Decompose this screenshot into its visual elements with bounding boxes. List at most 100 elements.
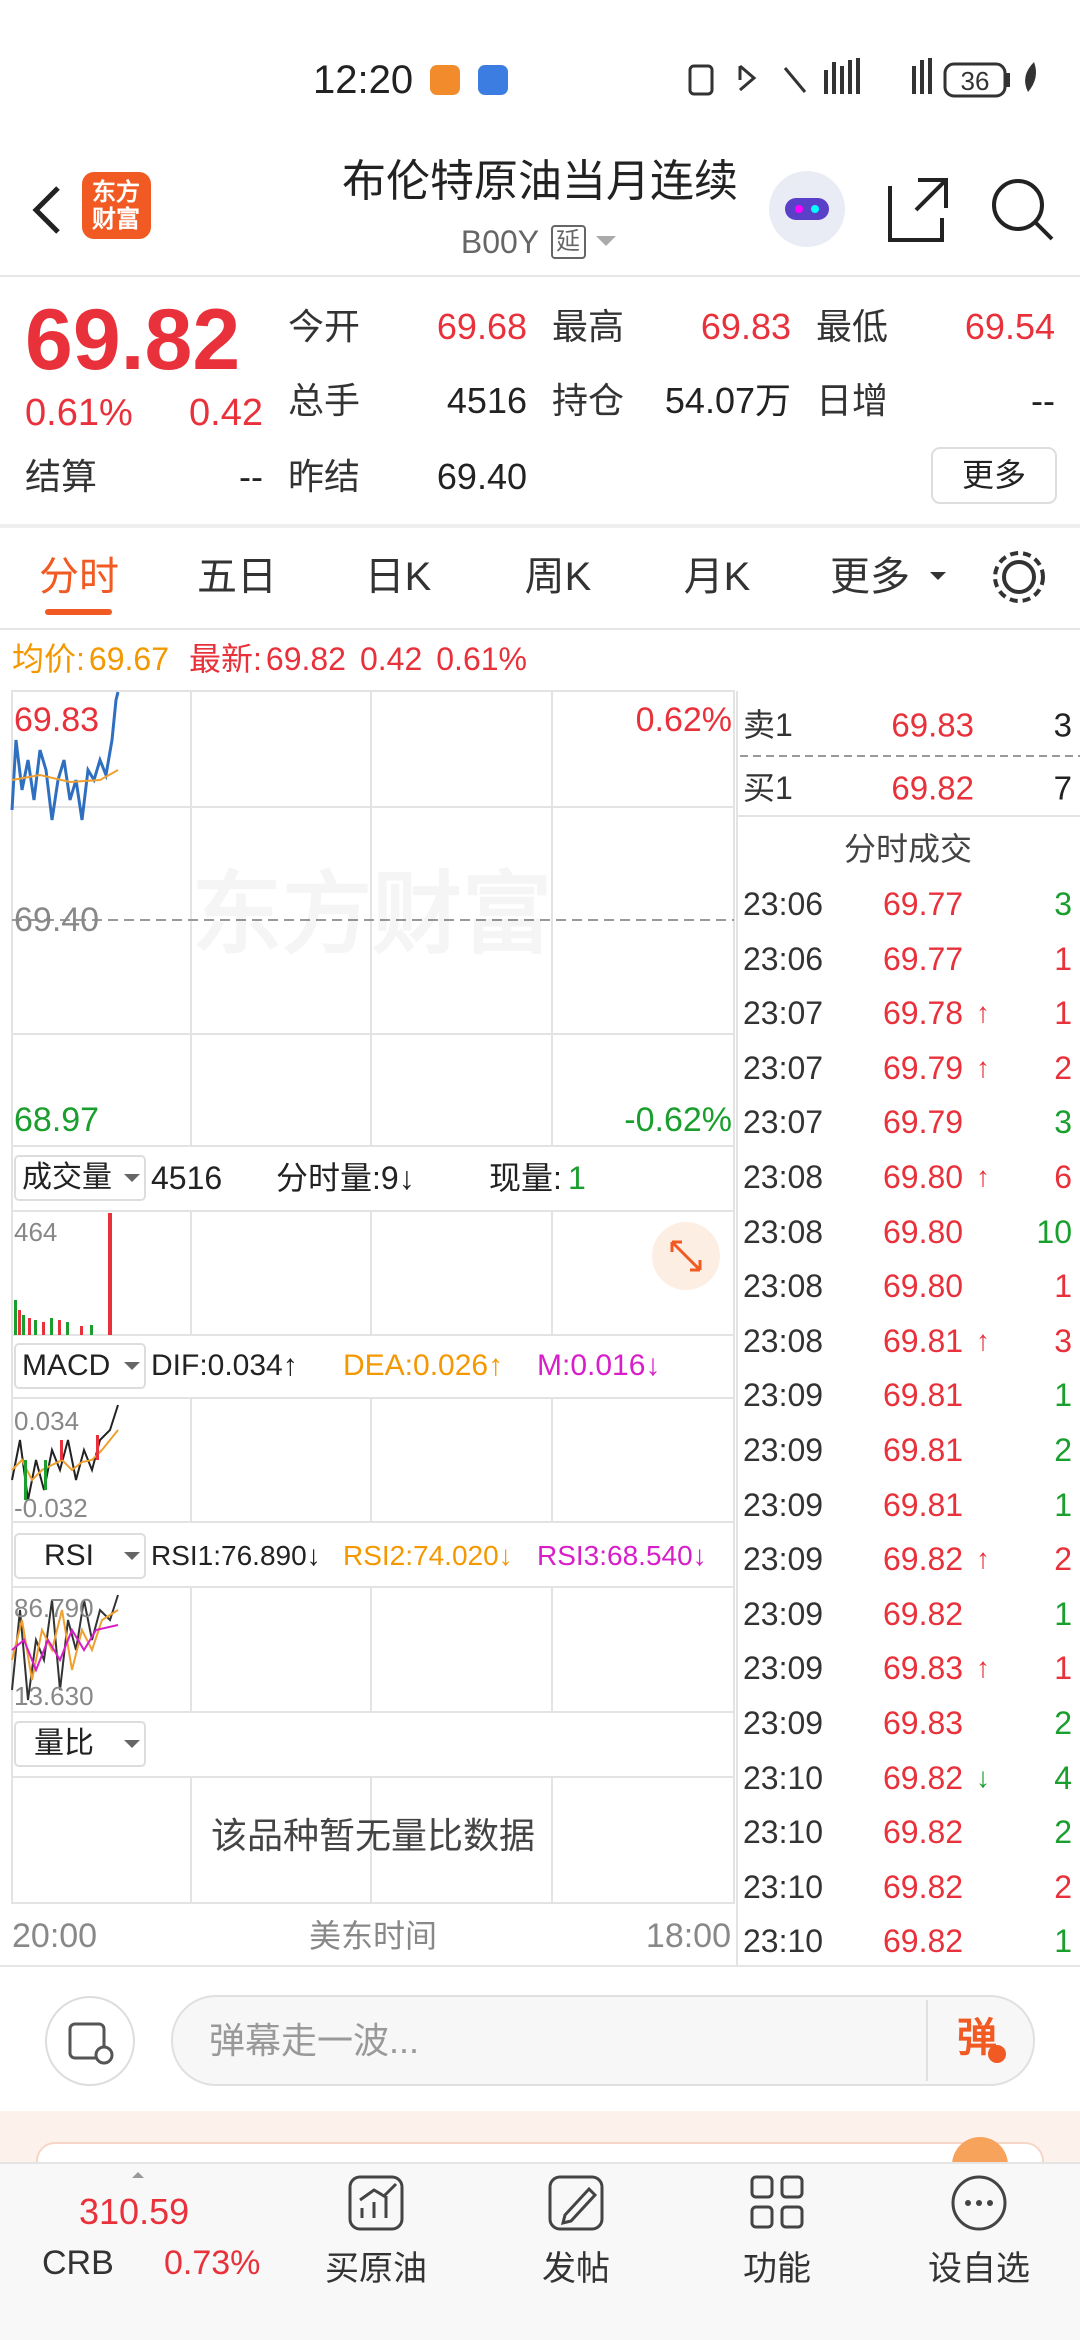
trade-time: 23:09 [743, 1595, 824, 1632]
field-label: 日增 [816, 380, 889, 421]
trade-arrow: ↑ [976, 1652, 990, 1684]
rsi3: RSI3:68.540↓ [537, 1540, 707, 1571]
trade-arrow: ↑ [976, 1324, 990, 1356]
more-button[interactable]: 更多 [961, 457, 1027, 493]
trade-qty: 10 [1036, 1213, 1072, 1250]
trade-qty: 2 [1054, 1541, 1072, 1578]
tab[interactable]: 更多 [830, 555, 910, 599]
trade-qty: 6 [1054, 1159, 1072, 1195]
trade-qty: 1 [1054, 1268, 1072, 1305]
trade-qty: 3 [1054, 1104, 1072, 1141]
trade-price: 69.82 [883, 1541, 964, 1578]
empty-message: 该品种暂无量比数据 [210, 1815, 536, 1856]
trade-qty: 1 [1054, 995, 1072, 1032]
order-side: 买1 [743, 770, 793, 806]
rsi1: RSI1:76.890↓ [151, 1540, 321, 1571]
indicator-selector[interactable]: RSI [44, 1539, 95, 1572]
trade-price: 69.83 [883, 1705, 964, 1741]
comment-input[interactable]: 弹幕走一波... [209, 2020, 420, 2061]
trade-time: 23:08 [743, 1322, 824, 1359]
trade-qty: 3 [1054, 1322, 1072, 1359]
field-value: 54.07万 [664, 380, 791, 421]
trade-price: 69.82 [883, 1868, 964, 1905]
macd-axis-label: -0.032 [14, 1493, 88, 1523]
trade-arrow: ↓ [976, 1761, 990, 1793]
trade-time: 23:08 [743, 1213, 824, 1250]
indicator-selector[interactable]: 成交量 [22, 1161, 112, 1194]
tab[interactable]: 周K [524, 555, 592, 599]
field-value: 69.83 [700, 306, 791, 347]
trade-price: 69.81 [883, 1432, 964, 1468]
order-price: 69.82 [891, 769, 974, 807]
nav-item[interactable]: 发帖 [542, 2250, 610, 2288]
trade-price: 69.82 [883, 1814, 964, 1851]
tab[interactable]: 日K [364, 555, 432, 599]
field-value: -- [239, 456, 263, 497]
trade-time: 23:09 [743, 1377, 824, 1414]
trade-price: 69.81 [883, 1377, 964, 1414]
trade-qty: 1 [1054, 1923, 1072, 1960]
trade-time: 23:09 [743, 1541, 824, 1578]
field-label: 最低 [816, 306, 889, 347]
field-label: 最高 [552, 306, 625, 347]
nav-item[interactable]: 设自选 [928, 2250, 1030, 2288]
logo-text: 财富 [92, 206, 140, 233]
trade-time: 23:10 [743, 1814, 824, 1851]
field-value: 69.40 [436, 456, 527, 497]
trade-qty: 1 [1054, 1650, 1072, 1687]
current-volume: 1 [568, 1160, 586, 1196]
trade-arrow: ↑ [976, 997, 990, 1029]
trade-price: 69.78 [883, 995, 964, 1032]
trade-qty: 1 [1054, 1486, 1072, 1523]
trade-arrow: ↑ [976, 1051, 990, 1083]
trade-arrow: ↑ [976, 1543, 990, 1575]
pct-axis-label: 0.62% [635, 701, 732, 739]
trade-time: 23:08 [743, 1159, 824, 1195]
trade-price: 69.81 [883, 1486, 964, 1523]
last-price: 69.82 [25, 292, 241, 388]
trade-time: 23:09 [743, 1650, 824, 1687]
field-value: 69.54 [964, 306, 1055, 347]
pct-axis-label: -0.62% [624, 1101, 732, 1139]
trade-qty: 1 [1054, 1595, 1072, 1632]
trade-price: 69.79 [883, 1049, 964, 1086]
trade-price: 69.80 [883, 1213, 964, 1250]
macd-dea: DEA:0.026↑ [343, 1349, 504, 1382]
current-volume-label: 现量: [489, 1160, 562, 1196]
trade-price: 69.81 [883, 1322, 964, 1359]
indicator-selector[interactable]: MACD [22, 1349, 111, 1382]
tab[interactable]: 五日 [197, 555, 277, 599]
trade-price: 69.77 [883, 886, 964, 922]
tab[interactable]: 月K [683, 555, 751, 599]
y-axis-label: 69.83 [14, 701, 100, 739]
field-value: -- [1031, 380, 1055, 421]
trade-qty: 2 [1054, 1049, 1072, 1086]
index-value: 310.59 [79, 2191, 190, 2232]
tab[interactable]: 分时 [39, 555, 119, 599]
volume-max: 464 [14, 1217, 58, 1247]
indicator-selector[interactable]: 量比 [34, 1727, 94, 1760]
send-danmaku[interactable]: 弹 [957, 2016, 997, 2060]
trade-time: 23:07 [743, 995, 824, 1032]
rsi2: RSI2:74.020↓ [343, 1540, 513, 1571]
nav-item[interactable]: 功能 [743, 2250, 811, 2288]
nav-item[interactable]: 买原油 [325, 2250, 427, 2288]
change-amount: 0.42 [189, 392, 263, 434]
volume-total: 4516 [151, 1160, 223, 1196]
field-label: 今开 [288, 306, 361, 347]
info-item: 均价: [12, 641, 85, 677]
trade-price: 69.82 [883, 1595, 964, 1632]
trade-time: 23:09 [743, 1705, 824, 1741]
clock: 12:20 [313, 58, 414, 102]
trade-arrow: ↑ [976, 1161, 990, 1192]
change-percent: 0.61% [25, 392, 133, 434]
field-value: 69.68 [436, 306, 527, 347]
field-label: 昨结 [288, 456, 361, 497]
field-label: 持仓 [552, 380, 625, 421]
field-label: 总手 [288, 380, 361, 421]
delay-tag: 延 [556, 228, 580, 255]
order-qty: 7 [1053, 769, 1072, 807]
info-item: 69.82 [265, 641, 346, 677]
